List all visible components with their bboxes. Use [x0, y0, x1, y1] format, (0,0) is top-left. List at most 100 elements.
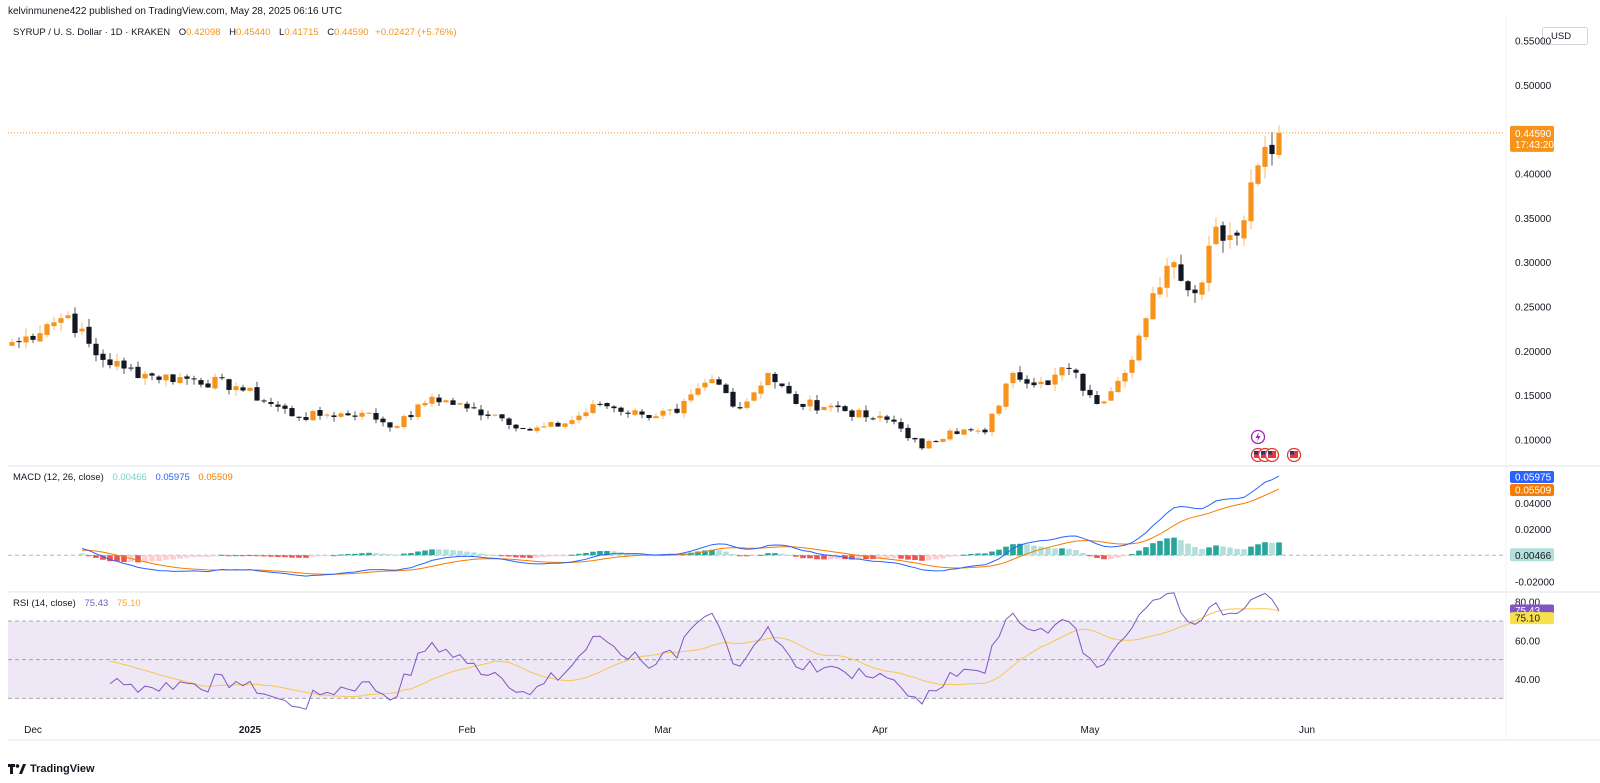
candle-body [933, 441, 939, 443]
rsi-ma-badge [1510, 612, 1554, 625]
macd-hist-bar [464, 551, 470, 556]
candle-body [86, 326, 92, 344]
candle-body [114, 361, 120, 367]
macd-hist-bar [898, 555, 904, 559]
macd-hist-bar [436, 549, 442, 556]
macd-hist-bar [1206, 547, 1212, 556]
low-value: 0.41715 [284, 27, 319, 38]
candle-body [317, 410, 323, 416]
macd-hist-bar [1003, 546, 1009, 556]
close-label: C [327, 27, 335, 38]
macd-hist-bar [751, 555, 757, 557]
macd-signal-value: 0.05509 [198, 472, 233, 483]
macd-hist-bar [1045, 548, 1051, 556]
candle-body [1038, 381, 1044, 385]
candle-body [254, 387, 260, 401]
candle-body [338, 413, 344, 417]
change-value: +0.02427 (+5.76%) [375, 27, 457, 38]
candle-body [1262, 146, 1268, 167]
candle-body [163, 374, 169, 381]
candle-body [72, 313, 78, 333]
macd-hist-bar [1031, 545, 1037, 556]
candle-body [177, 377, 183, 383]
candle-body [688, 394, 694, 401]
candle-body [492, 414, 498, 416]
macd-hist-bar [471, 552, 477, 556]
macd-hist-bar [772, 553, 778, 556]
macd-hist-bar [1199, 548, 1205, 556]
macd-hist-bar [1115, 555, 1121, 558]
candle-body [1024, 379, 1030, 384]
candle-body [737, 407, 743, 409]
rsi-title[interactable]: RSI (14, close) [13, 598, 76, 609]
candle-body [100, 353, 106, 360]
candle-body [30, 335, 36, 340]
candle-body [905, 427, 911, 439]
candle-body [835, 405, 841, 408]
candle-body [513, 424, 519, 429]
candle-body [1276, 132, 1282, 155]
macd-tick-label: -0.02000 [1515, 578, 1555, 589]
candle-body [401, 416, 407, 428]
macd-hist-bar [338, 554, 344, 556]
candle-body [667, 409, 673, 411]
macd-hist-bar [275, 555, 281, 558]
macd-hist-bar [450, 550, 456, 556]
candle-body [212, 376, 218, 389]
macd-title[interactable]: MACD (12, 26, close) [13, 472, 104, 483]
macd-hist-bar [800, 555, 806, 559]
candle-body [954, 431, 960, 434]
macd-hist-bar [1122, 555, 1128, 557]
macd-hist-bar [1129, 554, 1135, 556]
symbol-label[interactable]: SYRUP / U. S. Dollar · 1D · KRAKEN [13, 27, 171, 38]
candle-body [765, 372, 771, 386]
candle-body [1206, 245, 1212, 283]
candle-body [37, 333, 43, 342]
macd-hist-bar [401, 553, 407, 556]
macd-signal-badge [1510, 484, 1554, 496]
rsi-ma-line [109, 608, 1280, 698]
currency-button[interactable]: USD [1542, 27, 1588, 45]
macd-hist-bar [555, 555, 561, 557]
macd-hist-bar [212, 555, 218, 557]
macd-hist-bar [1101, 555, 1107, 560]
candle-body [345, 413, 351, 416]
macd-hist-bar [926, 555, 932, 561]
macd-hist-bar [527, 555, 533, 558]
candle-body [1080, 373, 1086, 391]
macd-hist-badge-label: 0.00466 [1515, 551, 1552, 562]
macd-hist-bar [296, 555, 302, 558]
macd-hist-bar [156, 555, 162, 561]
candle-body [184, 376, 190, 379]
candle-body [1241, 220, 1247, 239]
candle-body [800, 403, 806, 407]
candle-body [982, 429, 988, 433]
candle-body [352, 415, 358, 417]
candle-body [793, 394, 799, 404]
macd-hist-bar [821, 555, 827, 560]
open-label: O [178, 27, 187, 38]
candle-body [716, 379, 722, 385]
macd-value-badge-label: 0.05975 [1515, 473, 1552, 484]
candle-body [590, 404, 596, 413]
candle-body [142, 373, 148, 379]
candle-body [296, 416, 302, 418]
us-flag-canton-icon [1254, 451, 1258, 455]
macd-hist-bar [163, 555, 169, 560]
macd-hist-bar [149, 555, 155, 562]
macd-hist-bar [1150, 543, 1156, 556]
time-tick-label: Jun [1299, 725, 1315, 736]
candle-body [989, 413, 995, 433]
candle-body [814, 400, 820, 411]
macd-hist-bar [583, 552, 589, 556]
candle-body [44, 324, 50, 335]
macd-hist-bar [1227, 547, 1233, 556]
close-value: 0.44590 [334, 27, 369, 38]
macd-hist-bar [597, 551, 603, 556]
macd-hist-bar [737, 555, 743, 557]
candle-body [597, 403, 603, 405]
macd-hist-bar [968, 553, 974, 556]
candle-body [940, 438, 946, 442]
macd-line [81, 475, 1280, 577]
